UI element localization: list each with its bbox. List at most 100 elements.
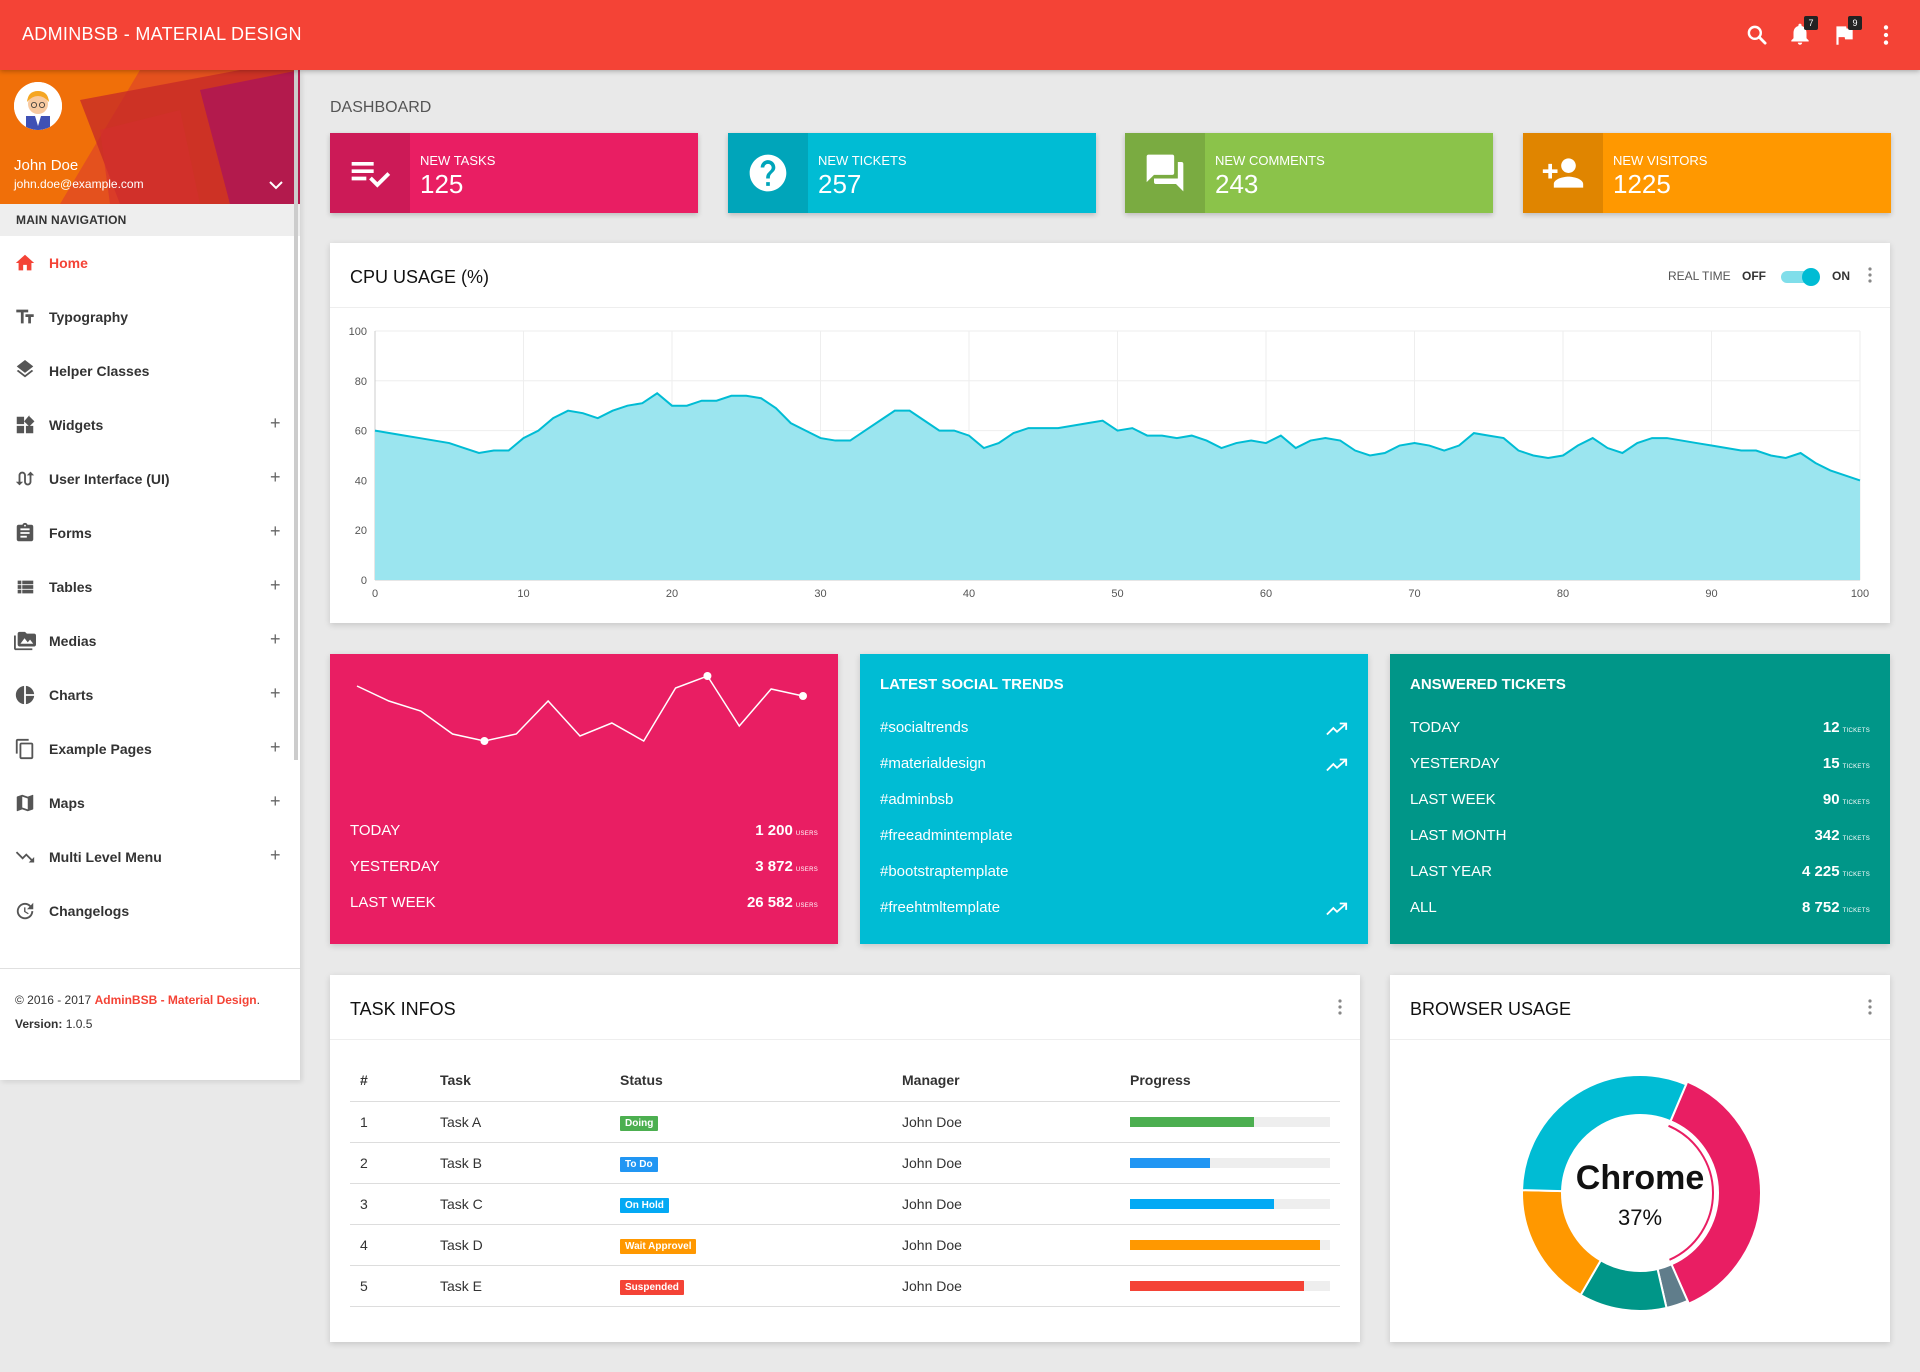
expand-icon[interactable]: +: [270, 845, 281, 865]
expand-icon[interactable]: +: [270, 521, 281, 541]
brand-title[interactable]: ADMINBSB - MATERIAL DESIGN: [22, 24, 302, 44]
perm-media-icon: [14, 630, 36, 652]
task-manager: John Doe: [892, 1183, 1120, 1225]
social-trend-item[interactable]: #socialtrends: [880, 719, 1348, 739]
home-icon: [14, 252, 36, 274]
stat-unit: TICKETS: [1842, 908, 1870, 914]
sidebar-item-home[interactable]: Home: [0, 236, 300, 290]
expand-icon[interactable]: +: [270, 413, 281, 433]
search-icon[interactable]: [1744, 22, 1770, 48]
expand-icon[interactable]: +: [270, 791, 281, 811]
expand-icon[interactable]: +: [270, 683, 281, 703]
sidebar-item-widgets[interactable]: Widgets +: [0, 398, 300, 452]
task-progress-cell: [1120, 1142, 1340, 1184]
table-row[interactable]: 4 Task D Wait Approvel John Doe: [350, 1224, 1340, 1266]
table-row[interactable]: 3 Task C On Hold John Doe: [350, 1183, 1340, 1225]
x-tick-label: 90: [1705, 588, 1717, 600]
copyright-text: © 2016 - 2017: [15, 993, 95, 1007]
footer-brand-link[interactable]: AdminBSB - Material Design: [94, 993, 257, 1007]
y-tick-label: 0: [361, 575, 367, 587]
trending-up-icon: [1326, 901, 1348, 917]
donut-active-ring: [1668, 1124, 1714, 1261]
table-row[interactable]: 2 Task B To Do John Doe: [350, 1142, 1340, 1184]
info-box-value: 125: [420, 169, 464, 199]
more-vert-icon[interactable]: [1860, 265, 1880, 285]
sidebar-item-example-pages[interactable]: Example Pages +: [0, 722, 300, 776]
sidebar-item-typography[interactable]: Typography: [0, 290, 300, 344]
info-box-value: 257: [818, 169, 862, 199]
help-icon: [728, 133, 808, 213]
realtime-off-label: OFF: [1742, 269, 1766, 283]
notifications-icon[interactable]: 7: [1787, 16, 1818, 48]
social-trend-item[interactable]: #adminbsb: [880, 791, 1348, 811]
progress-fill: [1130, 1280, 1304, 1291]
task-status-cell: On Hold: [610, 1183, 892, 1225]
social-trend-item[interactable]: #materialdesign: [880, 755, 1348, 775]
more-vert-icon[interactable]: [1873, 22, 1899, 48]
info-box-new-tasks[interactable]: NEW TASKS 125: [330, 133, 698, 213]
donut-center-label: Chrome: [1576, 1159, 1704, 1197]
sidebar-item-helper-classes[interactable]: Helper Classes: [0, 344, 300, 398]
social-trend-item[interactable]: #freeadmintemplate: [880, 827, 1348, 847]
task-progress-cell: [1120, 1101, 1340, 1143]
browser-card-title: BROWSER USAGE: [1410, 999, 1572, 1019]
trending-up-icon: [1326, 721, 1348, 737]
sidebar-item-multi-level-menu[interactable]: Multi Level Menu +: [0, 830, 300, 884]
person-add-icon: [1523, 133, 1603, 213]
more-vert-icon[interactable]: [1330, 997, 1350, 1017]
expand-icon[interactable]: +: [270, 575, 281, 595]
version-number: 1.0.5: [65, 1017, 93, 1031]
stat-label: LAST WEEK: [350, 894, 436, 911]
forum-icon: [1125, 133, 1205, 213]
expand-icon[interactable]: +: [270, 467, 281, 487]
stat-value: 12: [1822, 719, 1840, 736]
stat-row: TODAY 1 200 USERS: [350, 822, 818, 842]
task-name: Task E: [430, 1265, 610, 1307]
info-box-new-comments[interactable]: NEW COMMENTS 243: [1125, 133, 1493, 213]
tickets-card-title: ANSWERED TICKETS: [1410, 676, 1566, 693]
sidebar-item-medias[interactable]: Medias +: [0, 614, 300, 668]
stat-unit: USERS: [795, 831, 818, 837]
stat-value: 1 200: [755, 822, 793, 839]
chevron-down-icon[interactable]: [266, 178, 286, 192]
x-tick-label: 60: [1260, 588, 1272, 600]
table-row[interactable]: 1 Task A Doing John Doe: [350, 1101, 1340, 1143]
realtime-label: REAL TIME: [1668, 269, 1731, 283]
stat-label: TODAY: [350, 822, 401, 839]
social-trend-item[interactable]: #bootstraptemplate: [880, 863, 1348, 883]
sidebar-scrollbar[interactable]: [294, 70, 298, 760]
social-trend-item[interactable]: #freehtmltemplate: [880, 899, 1348, 919]
cpu-area: [375, 393, 1860, 580]
info-box-new-visitors[interactable]: NEW VISITORS 1225: [1523, 133, 1891, 213]
assignment-icon: [14, 522, 36, 544]
sidebar-item-tables[interactable]: Tables +: [0, 560, 300, 614]
visitors-card: TODAY 1 200 USERS YESTERDAY 3 872 USERS LAST W…: [330, 654, 838, 944]
x-tick-label: 20: [666, 588, 678, 600]
sidebar-item-maps[interactable]: Maps +: [0, 776, 300, 830]
expand-icon[interactable]: +: [270, 629, 281, 649]
y-tick-label: 20: [355, 525, 367, 537]
expand-icon[interactable]: +: [270, 737, 281, 757]
stat-value-wrap: 3 872 USERS: [755, 858, 818, 875]
stat-unit: TICKETS: [1842, 800, 1870, 806]
cpu-card-title: CPU USAGE (%): [350, 267, 490, 287]
table-row[interactable]: 5 Task E Suspended John Doe: [350, 1265, 1340, 1307]
stat-row: YESTERDAY 3 872 USERS: [350, 858, 818, 878]
info-box-new-tickets[interactable]: NEW TICKETS 257: [728, 133, 1096, 213]
sidebar-item-label: Forms: [49, 525, 92, 541]
trend-hashtag: #freehtmltemplate: [880, 899, 1001, 916]
nav-header: MAIN NAVIGATION: [0, 204, 300, 236]
sidebar-item-user-interface-ui[interactable]: User Interface (UI) +: [0, 452, 300, 506]
more-vert-icon[interactable]: [1860, 997, 1880, 1017]
sidebar-item-charts[interactable]: Charts +: [0, 668, 300, 722]
realtime-toggle[interactable]: [1779, 267, 1823, 287]
sidebar-item-forms[interactable]: Forms +: [0, 506, 300, 560]
stat-value-wrap: 12 TICKETS: [1823, 719, 1870, 736]
flag-icon[interactable]: 9: [1831, 16, 1862, 48]
avatar[interactable]: [14, 82, 62, 130]
sidebar-item-changelogs[interactable]: Changelogs: [0, 884, 300, 938]
task-id: 2: [350, 1142, 430, 1184]
cpu-usage-chart: 0 20 40 60 80 100 0 10 20 30 40 50 60 70 80 90 100: [349, 326, 1870, 600]
stat-value-wrap: 8 752 TICKETS: [1802, 899, 1870, 916]
